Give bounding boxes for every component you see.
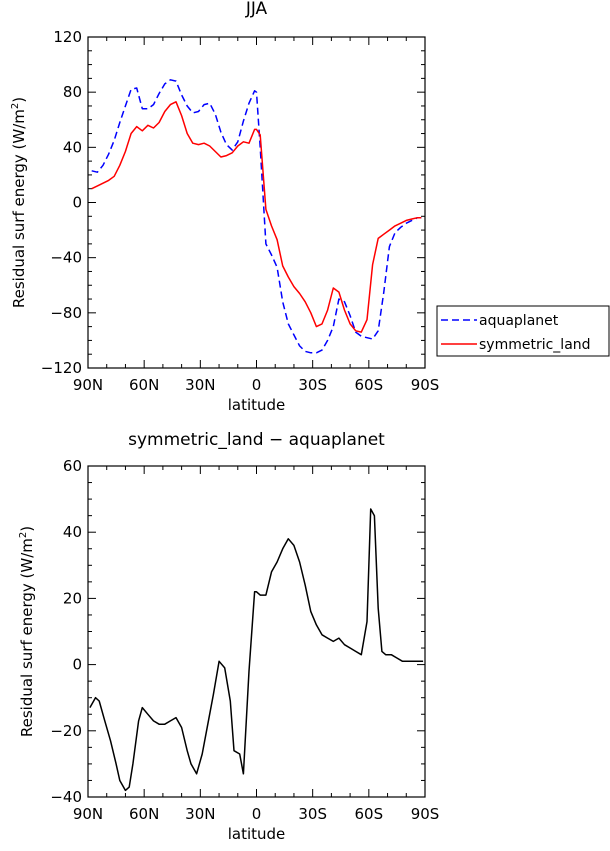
y-tick-label: −80 xyxy=(50,304,82,322)
y-tick-label: 40 xyxy=(63,523,82,541)
legend-label-aquaplanet: aquaplanet xyxy=(479,313,559,329)
x-axis-label: latitude xyxy=(228,396,286,414)
series-line-aquaplanet xyxy=(91,79,422,354)
x-tick-label: 30S xyxy=(298,805,327,823)
y-axis-label: Residual surf energy (W/m2) xyxy=(10,97,28,308)
y-tick-label: 0 xyxy=(72,656,82,674)
x-tick-label: 90S xyxy=(411,376,440,394)
y-tick-label: 120 xyxy=(53,28,82,46)
y-axis-label-superscript: 2 xyxy=(10,103,21,109)
series-line-difference xyxy=(89,508,424,792)
plot-frame xyxy=(87,36,426,369)
x-tick-label: 30N xyxy=(185,376,215,394)
series-line-symmetric_land xyxy=(91,101,422,333)
y-tick-label: 40 xyxy=(63,138,82,156)
top-chart-panel: JJA 90N 60N 30N 0 30S 60S 90S −120 −80 −40 0 40 80 120… xyxy=(10,0,610,414)
y-axis-label-superscript: 2 xyxy=(18,532,29,538)
bottom-chart-panel: symmetric_land − aquaplanet 90N 60N 30N 0 30S… xyxy=(18,430,439,843)
x-tick-label: 90N xyxy=(73,805,103,823)
x-tick-label: 90N xyxy=(73,376,103,394)
y-tick-label: 80 xyxy=(63,83,82,101)
legend-box xyxy=(436,305,610,357)
y-tick-label: −40 xyxy=(50,788,82,806)
y-tick-label: −40 xyxy=(50,249,82,267)
x-tick-label: 30N xyxy=(185,805,215,823)
x-tick-label: 60S xyxy=(355,805,384,823)
x-axis-label: latitude xyxy=(228,825,286,843)
y-tick-label: 20 xyxy=(63,589,82,607)
y-tick-label: −120 xyxy=(41,359,82,377)
x-tick-label: 90S xyxy=(411,805,440,823)
y-axis-label-main: Residual surf energy (W/m xyxy=(10,109,28,308)
y-axis-label-end: ) xyxy=(18,526,36,532)
legend-label-symmetric_land: symmetric_land xyxy=(479,337,591,353)
y-axis-label-main: Residual surf energy (W/m xyxy=(18,538,36,737)
y-tick-label: −20 xyxy=(50,722,82,740)
x-tick-label: 60N xyxy=(129,805,159,823)
y-axis-label: Residual surf energy (W/m2) xyxy=(18,526,36,737)
x-tick-label: 30S xyxy=(298,376,327,394)
x-tick-label: 0 xyxy=(252,805,262,823)
x-tick-label: 60S xyxy=(355,376,384,394)
x-tick-label: 0 xyxy=(252,376,262,394)
x-tick-label: 60N xyxy=(129,376,159,394)
y-axis-label-end: ) xyxy=(10,97,28,103)
y-tick-label: 0 xyxy=(72,194,82,212)
chart-title: JJA xyxy=(245,0,268,19)
chart-title: symmetric_land − aquaplanet xyxy=(128,430,385,450)
y-tick-label: 60 xyxy=(63,457,82,475)
